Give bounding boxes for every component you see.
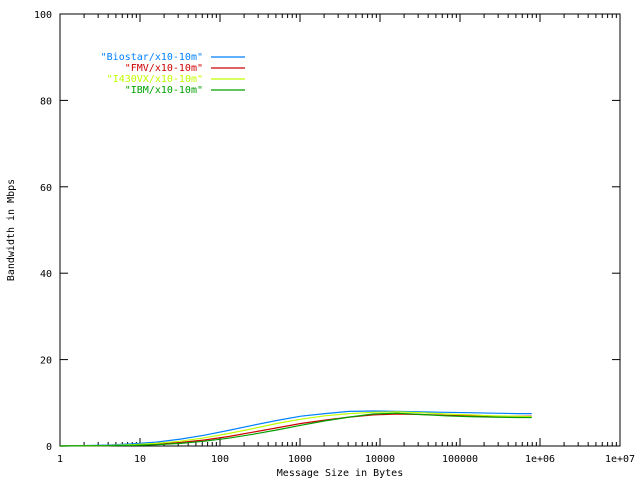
x-tick-label: 1e+07 [605,454,635,465]
series-lines [59,410,532,447]
x-axis-title: Message Size in Bytes [277,468,403,479]
x-tick-label: 1 [57,454,63,465]
series-line-1 [59,413,532,447]
legend-label-1: "FMV/x10-10m" [125,63,203,74]
legend-label-2: "I430VX/x10-10m" [107,74,203,85]
y-tick-label: 60 [40,183,52,194]
y-tick-label: 100 [34,10,52,21]
series-line-3 [59,412,532,447]
x-tick-label: 100000 [442,454,478,465]
x-tick-label: 10 [134,454,146,465]
series-line-2 [59,411,532,447]
plot-frame [59,13,621,447]
x-tick-label: 1e+06 [525,454,555,465]
x-tick-label: 100 [211,454,229,465]
y-tick-label: 40 [40,269,52,280]
legend-label-0: "Biostar/x10-10m" [101,52,203,63]
y-tick-label: 0 [46,442,52,453]
series-line-0 [59,410,532,447]
legend-label-3: "IBM/x10-10m" [125,85,203,96]
x-tick-label: 1000 [288,454,312,465]
y-tick-label: 80 [40,96,52,107]
y-axis-title: Bandwidth in Mbps [6,179,17,281]
legend: "Biostar/x10-10m""FMV/x10-10m""I430VX/x1… [101,52,245,96]
y-tick-label: 20 [40,356,52,367]
x-tick-label: 10000 [365,454,395,465]
